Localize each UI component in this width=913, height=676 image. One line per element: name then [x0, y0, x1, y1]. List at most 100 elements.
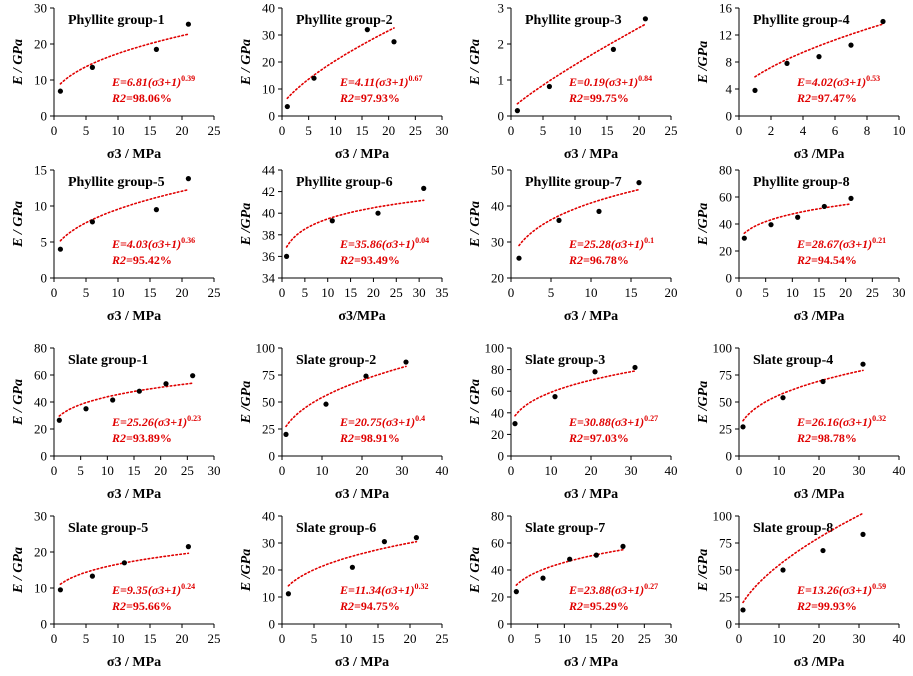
equation-body: E=11.34(σ3+1): [339, 583, 414, 597]
equation-body: E=6.81(σ3+1): [111, 75, 181, 89]
fit-equation: E=4.02(σ3+1)0.53: [796, 74, 880, 89]
y-tick-label: 36: [262, 249, 276, 264]
r2-value: 94.54%: [818, 253, 857, 267]
x-tick-label: 0: [51, 631, 58, 646]
x-axis-label: σ3 /MPa: [793, 147, 844, 162]
data-point: [185, 21, 191, 27]
fit-equation: E=0.19(σ3+1)0.84: [568, 74, 652, 89]
y-tick-label: 80: [34, 341, 47, 356]
data-point: [821, 203, 827, 210]
y-tick-label: 75: [262, 368, 275, 383]
x-tick-label: 20: [812, 463, 825, 478]
equation-exponent: 0.21: [872, 236, 886, 245]
data-point: [284, 253, 290, 259]
data-point: [752, 87, 758, 93]
y-tick-label: 30: [34, 509, 47, 524]
x-tick-label: 0: [736, 631, 743, 646]
x-tick-label: 20: [812, 631, 825, 646]
data-point: [414, 535, 420, 541]
fit-curve: [743, 203, 852, 234]
fit-equation: E=35.86(σ3+1)0.04: [339, 236, 429, 251]
x-tick-label: 30: [436, 123, 449, 138]
r2-value: 93.49%: [361, 253, 400, 267]
y-tick-label: 0: [725, 271, 732, 286]
x-tick-label: 15: [344, 285, 357, 300]
x-tick-label: 10: [340, 631, 353, 646]
x-tick-label: 20: [664, 285, 677, 300]
r2-value: 96.78%: [589, 253, 628, 267]
chart-panel: 0 5 10 15 20 25 0 1 2 3 σ3 / MPa E / GPa Phyllite gr…: [468, 1, 678, 163]
x-tick-label: 0: [279, 631, 286, 646]
chart-panel: 0 5 10 15 20 25 0 10 20 30 σ3 / MPa E / GPa Slate gr…: [11, 509, 221, 671]
r2-label: R2=: [796, 253, 818, 267]
x-tick-label: 10: [329, 123, 342, 138]
r2-label: R2=: [111, 431, 133, 445]
equation-exponent: 0.67: [409, 74, 423, 83]
data-point: [741, 235, 747, 241]
r2-label: R2=: [796, 91, 818, 105]
y-tick-label: 20: [262, 563, 275, 578]
y-tick-label: 0: [41, 449, 48, 464]
equation-body: E=20.75(σ3+1): [339, 415, 415, 429]
fit-curve: [741, 512, 864, 604]
x-tick-label: 40: [892, 463, 905, 478]
fit-curve: [753, 23, 884, 78]
data-point: [513, 589, 519, 595]
y-axis-label: E /GPa: [239, 203, 254, 246]
y-axis-label: E /GPa: [696, 203, 711, 246]
x-tick-label: 20: [154, 463, 167, 478]
y-tick-label: 0: [725, 109, 732, 124]
x-tick-label: 15: [600, 123, 613, 138]
y-tick-label: 30: [262, 536, 275, 551]
chart-panel: 0 5 10 15 20 25 0 5 10 15 σ3 / MPa E / GPa Phyllite …: [11, 163, 221, 325]
x-axis-label: σ3 /MPa: [793, 655, 844, 670]
y-tick-label: 15: [34, 163, 47, 178]
y-tick-label: 20: [34, 422, 47, 437]
chart-panel: 0 10 20 30 40 0 20 40 60 80 100 σ3 / MPa E / GPa Slat…: [468, 341, 678, 503]
y-tick-label: 25: [719, 590, 732, 605]
data-point: [363, 373, 369, 379]
equation-body: E=25.28(σ3+1): [568, 237, 644, 251]
data-point: [740, 424, 746, 430]
x-tick-label: 10: [772, 463, 785, 478]
x-tick-label: 35: [436, 285, 449, 300]
x-tick-label: 10: [112, 123, 125, 138]
data-point: [566, 556, 572, 562]
x-tick-label: 5: [547, 285, 554, 300]
x-axis-label: σ3 / MPa: [335, 147, 389, 162]
r2-value: 97.93%: [361, 91, 400, 105]
x-tick-label: 10: [321, 285, 334, 300]
x-tick-label: 25: [664, 123, 677, 138]
x-tick-label: 5: [534, 631, 541, 646]
data-point: [820, 547, 826, 554]
equation-body: E=25.26(σ3+1): [111, 415, 187, 429]
x-tick-label: 6: [832, 123, 839, 138]
y-axis-label: E / GPa: [468, 201, 483, 248]
x-tick-label: 20: [611, 631, 624, 646]
x-tick-label: 0: [736, 123, 743, 138]
data-point: [153, 207, 159, 213]
data-point: [375, 210, 381, 216]
x-tick-label: 10: [101, 463, 114, 478]
x-axis-label: σ3 / MPa: [107, 487, 161, 502]
equation-exponent: 0.59: [872, 582, 886, 591]
fit-curve: [287, 540, 418, 587]
x-tick-label: 25: [208, 123, 221, 138]
y-tick-label: 5: [41, 235, 48, 250]
fit-r2: R2=98.91%: [339, 431, 400, 445]
fit-curve: [59, 188, 190, 242]
chart-title: Slate group-2: [296, 353, 376, 368]
y-tick-label: 0: [41, 109, 48, 124]
y-tick-label: 20: [491, 271, 504, 286]
chart-title: Slate group-1: [68, 353, 148, 368]
equation-exponent: 0.84: [638, 74, 652, 83]
y-tick-label: 80: [491, 362, 504, 377]
data-point: [514, 108, 520, 114]
x-tick-label: 5: [539, 123, 546, 138]
x-tick-label: 25: [409, 123, 422, 138]
data-point: [56, 417, 62, 423]
y-tick-label: 100: [256, 341, 276, 356]
r2-label: R2=: [568, 431, 590, 445]
x-tick-label: 10: [112, 631, 125, 646]
fit-equation: E=28.67(σ3+1)0.21: [796, 236, 886, 251]
